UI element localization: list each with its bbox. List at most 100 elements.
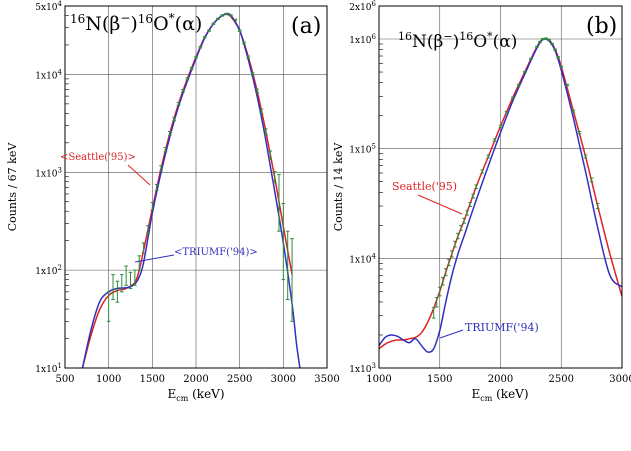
panel-b-data-point	[498, 124, 503, 128]
panel-b-data-point	[447, 258, 451, 267]
panel-a-x-tick-label: 2000	[183, 374, 208, 385]
panel-a-x-axis-label: Ecm (keV)	[167, 387, 224, 403]
panel-b-data-point	[516, 83, 521, 87]
panel-b-data-point	[541, 37, 545, 41]
panel-a-data-point	[277, 173, 281, 232]
panel-a-x-ticks: 500 1000 1500 2000 2500 3000 3500	[55, 374, 339, 385]
panel-b-data-point	[583, 154, 588, 159]
panel-a-x-tick-label: 1500	[140, 374, 165, 385]
panel-a-data-point	[124, 265, 128, 286]
panel-a-x-tick-label: 1000	[96, 374, 121, 385]
panel-b-y-tick-label: 1x104	[349, 252, 376, 265]
panel-b-x-tick-label: 1000	[366, 374, 391, 385]
panel-b-data-point	[589, 177, 594, 183]
panel-a-frame	[64, 5, 328, 369]
panel-a-data-point	[159, 165, 163, 172]
panel-b-data-point	[535, 45, 539, 48]
panel-b-data-point	[468, 201, 472, 207]
panel-a-curves	[81, 12, 301, 368]
panel-a-data-point	[255, 88, 259, 94]
panel-b-seattle-label: Seattle('95)	[392, 180, 457, 193]
panel-a-curve-seattle	[81, 13, 293, 368]
panel-a-data-point	[237, 29, 242, 32]
panel-b-data-point	[434, 296, 439, 308]
panel-a-data-point	[106, 291, 111, 322]
panel-b-data-point	[471, 193, 475, 199]
panel-a-data-point	[189, 66, 194, 70]
panel-b-data-point	[444, 268, 448, 277]
panel-b-data-point	[480, 169, 485, 174]
panel-b-data-point	[538, 40, 542, 44]
panel-b-data-points	[431, 37, 600, 319]
panel-b-data-point	[595, 203, 600, 210]
panel-a-data-point	[137, 255, 142, 271]
panel-a-title: 16N(β−)16O*(α)	[70, 11, 202, 35]
panel-a-data-point	[224, 12, 229, 16]
panel-b-data-point	[437, 286, 442, 297]
panel-b-data-point	[523, 70, 527, 74]
panel-b-x-tick-label: 1500	[427, 374, 452, 385]
panel-b-frame	[378, 5, 623, 369]
panel-a-data-point	[207, 29, 211, 32]
panel-a-data-point	[176, 101, 181, 106]
panel-b-data-point	[550, 42, 554, 46]
panel-a-data-point	[211, 22, 216, 25]
panel-a-data-point	[242, 41, 246, 45]
panel-a-x-tick-label: 3500	[314, 374, 339, 385]
panel-a-y-tick-label: 1x104	[35, 68, 62, 81]
panel-a-y-ticks: 1x101 1x102 1x103 1x104 5x104	[35, 0, 69, 375]
panel-a-data-point	[168, 130, 172, 136]
panel-b-x-ticks: 1000 1500 2000 2500 3000	[366, 374, 631, 385]
panel-a-y-tick-label: 1x101	[35, 362, 62, 375]
panel-b-label: (b)	[586, 14, 617, 39]
panel-b-data-point	[440, 276, 445, 286]
panel-b-data-point	[553, 48, 557, 51]
panel-b-seattle-pointer	[417, 194, 463, 215]
panel-b-data-point	[492, 138, 497, 142]
panel-a-data-point	[202, 35, 207, 39]
panel-b-data-point	[556, 56, 561, 59]
panel-b-data-point	[486, 154, 491, 159]
panel-a-data-point	[111, 274, 115, 301]
panel-b-x-tick-label: 3000	[609, 374, 631, 385]
panel-b-data-point	[456, 232, 460, 240]
panel-a-data-point	[198, 45, 203, 49]
panel-b-triumf-pointer	[439, 329, 464, 339]
panel-a-x-tick-label: 2500	[227, 374, 252, 385]
panel-a-data-point	[150, 202, 155, 211]
panel-a-triumf-label: <TRIUMF('94)>	[174, 247, 258, 258]
panel-a-data-point	[246, 55, 251, 59]
panel-b-data-point	[431, 307, 436, 319]
panel-a-x-tick-label: 3000	[271, 374, 296, 385]
panel-a-data-point	[119, 274, 124, 293]
panel-a-data-point	[128, 271, 133, 289]
panel-b-data-point	[577, 130, 582, 135]
panel-a-data-point	[216, 17, 220, 20]
panel-a-curve-triumf	[81, 12, 301, 368]
panel-a-data-point	[220, 14, 224, 17]
panel-b-data-point	[474, 184, 478, 190]
panel-a-data-point	[229, 14, 233, 17]
panel-b-y-tick-label: 2x106	[349, 0, 376, 13]
panel-a-data-point	[115, 280, 120, 303]
panel-a-data-point	[185, 77, 190, 81]
panel-b-data-point	[571, 109, 576, 113]
panel-a-data-point	[250, 72, 255, 77]
panel-a-data-point	[194, 55, 198, 59]
panel-b-data-point	[462, 217, 466, 224]
panel-a-y-axis-label: Counts / 67 keV	[6, 142, 19, 232]
panel-a-data-point	[141, 242, 146, 254]
panel-b-y-tick-label: 1x103	[349, 362, 376, 375]
panel-a-data-point	[181, 89, 185, 93]
panel-a-data-point	[133, 269, 137, 286]
panel-a-data-point	[290, 238, 294, 322]
panel-a-y-tick-label: 1x102	[35, 264, 62, 277]
panel-a-seattle-pointer	[127, 164, 151, 186]
panel-b-y-ticks: 1x103 1x104 1x105 1x106 2x106	[349, 0, 383, 375]
panel-b-triumf-label: TRIUMF('94)	[465, 321, 539, 334]
panel-a-triumf-pointer	[134, 254, 175, 263]
panel-b-data-point	[565, 83, 570, 87]
panel-b-data-point	[465, 210, 469, 216]
